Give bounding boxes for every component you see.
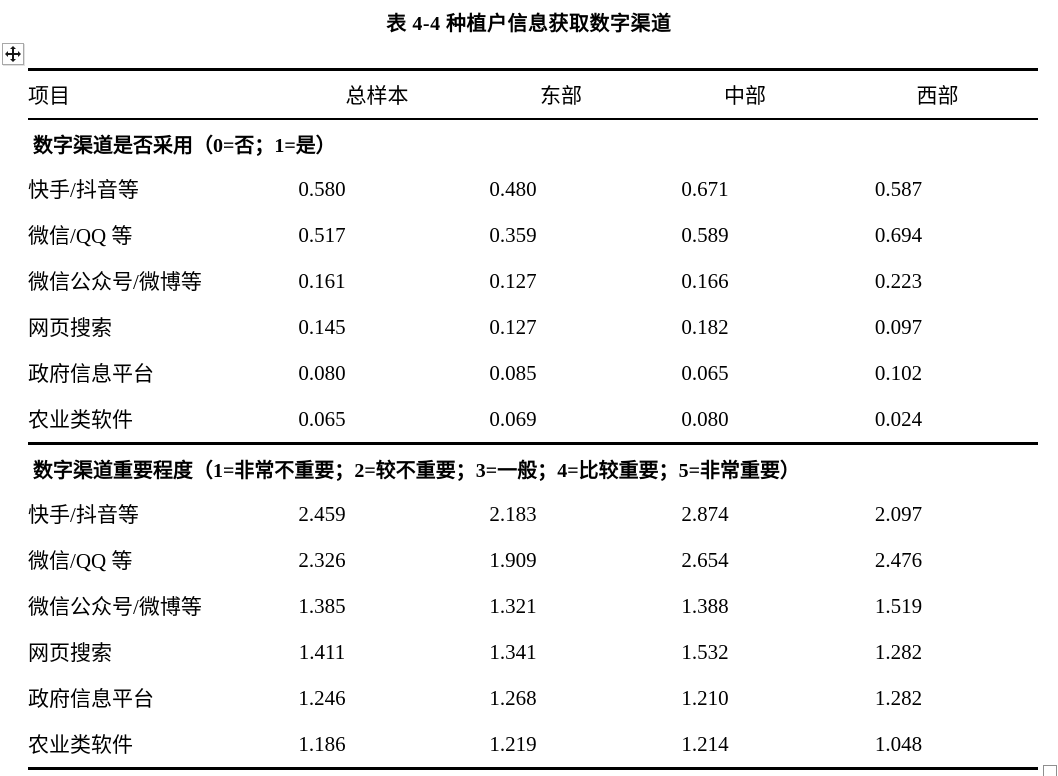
table-row: 政府信息平台 0.080 0.085 0.065 0.102: [28, 350, 1038, 396]
column-header: 中部: [653, 69, 837, 120]
row-label: 农业类软件: [28, 408, 133, 432]
value-cell: 1.219: [489, 731, 537, 756]
value-cell: 0.102: [874, 360, 923, 385]
row-label: 微信/QQ 等: [28, 549, 133, 573]
row-label: 网页搜索: [28, 641, 112, 665]
value-cell: 1.268: [489, 685, 537, 710]
value-cell: 0.085: [489, 360, 537, 385]
value-cell: 1.385: [298, 593, 346, 618]
value-cell: 0.097: [874, 314, 923, 339]
value-cell: 2.326: [298, 547, 346, 572]
value-cell: 0.517: [298, 222, 346, 247]
value-cell: 1.532: [681, 639, 729, 664]
value-cell: 2.183: [489, 501, 537, 526]
value-cell: 2.874: [681, 501, 729, 526]
row-label: 网页搜索: [28, 316, 112, 340]
column-header: 总样本: [285, 69, 469, 120]
table-caption: 表 4-4 种植户信息获取数字渠道: [386, 13, 672, 35]
row-label: 快手/抖音等: [28, 178, 139, 202]
value-cell: 1.321: [489, 593, 537, 618]
value-cell: 0.166: [681, 268, 729, 293]
row-label: 微信公众号/微博等: [28, 270, 202, 294]
table-row: 快手/抖音等 2.459 2.183 2.874 2.097: [28, 491, 1038, 537]
table-row: 网页搜索 1.411 1.341 1.532 1.282: [28, 629, 1038, 675]
value-cell: 0.580: [298, 176, 346, 201]
value-cell: 0.223: [874, 268, 923, 293]
value-cell: 0.182: [681, 314, 729, 339]
table-header-row: 项目 总样本 东部 中部 西部: [28, 69, 1038, 120]
section-header-row: 数字渠道重要程度（1=非常不重要；2=较不重要；3=一般；4=比较重要；5=非常…: [28, 442, 1038, 491]
column-header: 项目: [28, 69, 285, 120]
row-label: 微信公众号/微博等: [28, 595, 202, 619]
value-cell: 1.210: [681, 685, 729, 710]
table-move-handle[interactable]: [2, 43, 24, 65]
value-cell: 0.127: [489, 268, 537, 293]
value-cell: 0.359: [489, 222, 537, 247]
table-row: 农业类软件 0.065 0.069 0.080 0.024: [28, 396, 1038, 444]
value-cell: 0.694: [874, 222, 923, 247]
value-cell: 1.048: [874, 731, 923, 756]
section-header-row: 数字渠道是否采用（0=否；1=是）: [28, 119, 1038, 166]
value-cell: 1.411: [298, 639, 346, 664]
value-cell: 0.587: [874, 176, 923, 201]
value-cell: 0.080: [681, 406, 729, 431]
column-header: 东部: [469, 69, 653, 120]
section-header: 数字渠道是否采用（0=否；1=是）: [33, 134, 336, 157]
table-row: 微信/QQ 等 2.326 1.909 2.654 2.476: [28, 537, 1038, 583]
value-cell: 1.388: [681, 593, 729, 618]
value-cell: 2.459: [298, 501, 346, 526]
value-cell: 0.161: [298, 268, 346, 293]
value-cell: 1.341: [489, 639, 537, 664]
section-header: 数字渠道重要程度（1=非常不重要；2=较不重要；3=一般；4=比较重要；5=非常…: [28, 442, 1038, 491]
table-row: 快手/抖音等 0.580 0.480 0.671 0.587: [28, 166, 1038, 212]
table-row: 网页搜索 0.145 0.127 0.182 0.097: [28, 304, 1038, 350]
value-cell: 0.589: [681, 222, 729, 247]
table-row: 微信/QQ 等 0.517 0.359 0.589 0.694: [28, 212, 1038, 258]
table-row: 农业类软件 1.186 1.219 1.214 1.048: [28, 721, 1038, 769]
value-cell: 1.246: [298, 685, 346, 710]
row-label: 农业类软件: [28, 733, 133, 757]
value-cell: 1.282: [874, 685, 923, 710]
row-label: 政府信息平台: [28, 362, 154, 386]
value-cell: 1.282: [874, 639, 923, 664]
value-cell: 1.519: [874, 593, 923, 618]
table-row: 政府信息平台 1.246 1.268 1.210 1.282: [28, 675, 1038, 721]
value-cell: 2.654: [681, 547, 729, 572]
value-cell: 0.127: [489, 314, 537, 339]
value-cell: 0.480: [489, 176, 537, 201]
value-cell: 1.909: [489, 547, 537, 572]
value-cell: 0.145: [298, 314, 346, 339]
row-label: 政府信息平台: [28, 687, 154, 711]
table-row: 微信公众号/微博等 1.385 1.321 1.388 1.519: [28, 583, 1038, 629]
value-cell: 2.097: [874, 501, 923, 526]
move-icon: [5, 46, 21, 62]
value-cell: 0.065: [298, 406, 346, 431]
row-label: 快手/抖音等: [28, 503, 139, 527]
value-cell: 0.024: [874, 406, 923, 431]
row-label: 微信/QQ 等: [28, 224, 133, 248]
value-cell: 0.065: [681, 360, 729, 385]
table-resize-handle[interactable]: [1043, 765, 1057, 776]
data-table: 项目 总样本 东部 中部 西部 数字渠道是否采用（0=否；1=是） 快手/抖音等 0.580…: [28, 68, 1038, 770]
column-header: 西部: [837, 69, 1038, 120]
value-cell: 2.476: [874, 547, 923, 572]
value-cell: 1.214: [681, 731, 729, 756]
value-cell: 0.080: [298, 360, 346, 385]
value-cell: 0.069: [489, 406, 537, 431]
value-cell: 1.186: [298, 731, 346, 756]
table-row: 微信公众号/微博等 0.161 0.127 0.166 0.223: [28, 258, 1038, 304]
value-cell: 0.671: [681, 176, 729, 201]
